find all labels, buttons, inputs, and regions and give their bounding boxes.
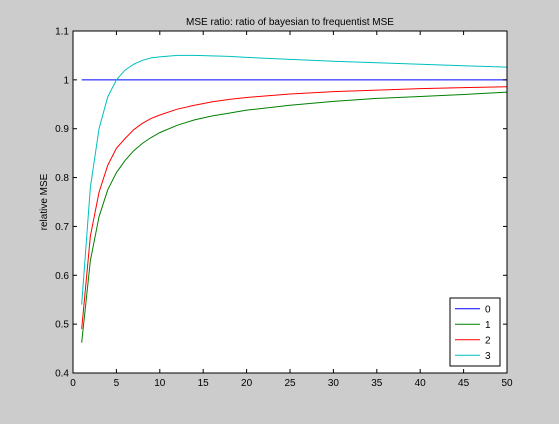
- legend-label-1: 1: [485, 320, 491, 331]
- x-tick-label: 40: [415, 378, 427, 389]
- series-line-3: [81, 54, 508, 305]
- y-tick-label: 0.4: [55, 369, 69, 380]
- y-tick-label: 0.8: [55, 173, 69, 184]
- x-tick-label: 45: [458, 378, 470, 389]
- y-tick-label: 0.6: [55, 271, 69, 282]
- x-tick-label: 20: [241, 378, 253, 389]
- x-tick-label: 10: [154, 378, 166, 389]
- x-tick-label: 15: [198, 378, 210, 389]
- series-layer: [81, 54, 508, 343]
- y-tick-label: 0.5: [55, 320, 69, 331]
- legend-label-2: 2: [485, 335, 491, 346]
- series-line-1: [81, 91, 508, 343]
- x-tick-label: 25: [284, 378, 296, 389]
- plot-area: [73, 31, 507, 373]
- x-tick-label: 5: [114, 378, 120, 389]
- y-tick-label: 0.9: [55, 124, 69, 135]
- ticks-layer: 0 5 10 15 20 25 30 35 40 45 500.40.50.60.70.80.911…: [55, 27, 513, 390]
- y-tick-label: 0.7: [55, 222, 69, 233]
- series-line-2: [81, 86, 508, 330]
- legend-box: [449, 297, 501, 367]
- x-tick-label: 0: [70, 378, 76, 389]
- y-axis-label: relative MSE: [39, 173, 50, 230]
- legend-label-0: 0: [485, 304, 491, 315]
- legend-label-3: 3: [485, 351, 491, 362]
- y-tick-label: 1: [63, 75, 69, 86]
- legend: 0 1 2 3: [449, 297, 501, 367]
- y-tick-label: 1.1: [55, 27, 69, 38]
- x-tick-label: 50: [501, 378, 513, 389]
- chart-title: MSE ratio: ratio of bayesian to frequent…: [186, 17, 394, 28]
- x-tick-label: 35: [371, 378, 383, 389]
- x-tick-label: 30: [328, 378, 340, 389]
